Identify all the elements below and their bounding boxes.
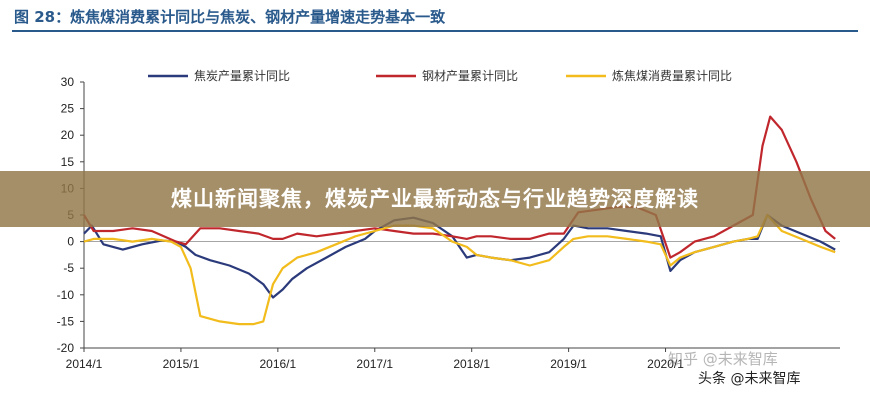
- x-tick-label: 2019/1: [550, 357, 587, 371]
- title-rule: [12, 30, 858, 32]
- headline-banner: 煤山新闻聚焦，煤炭产业最新动态与行业趋势深度解读: [0, 171, 870, 227]
- y-tick-label: 15: [61, 155, 75, 169]
- x-tick-label: 2014/1: [66, 357, 103, 371]
- y-tick-label: 30: [61, 75, 75, 89]
- chart-legend: 焦炭产量累计同比 钢材产量累计同比 炼焦煤消费量累计同比: [148, 68, 732, 83]
- y-tick-label: -15: [57, 314, 75, 328]
- series-line-3: [83, 213, 836, 326]
- banner-text: 煤山新闻聚焦，煤炭产业最新动态与行业趋势深度解读: [171, 187, 699, 211]
- x-tick-label: 2020/1: [647, 357, 684, 371]
- y-tick-label: -5: [63, 261, 74, 275]
- figure-title: 图 28：炼焦煤消费累计同比与焦炭、钢材产量增速走势基本一致: [14, 8, 446, 26]
- x-tick-label: 2016/1: [259, 357, 296, 371]
- series-line-1: [83, 213, 836, 299]
- legend-label: 焦炭产量累计同比: [194, 69, 290, 83]
- x-tick-label: 2017/1: [356, 357, 393, 371]
- legend-label: 钢材产量累计同比: [422, 69, 518, 83]
- y-tick-label: 25: [61, 102, 75, 116]
- x-tick-label: 2015/1: [163, 357, 200, 371]
- y-tick-label: 0: [67, 235, 74, 249]
- x-tick-label: 2018/1: [453, 357, 490, 371]
- legend-label: 炼焦煤消费量累计同比: [612, 68, 732, 83]
- y-tick-label: -20: [57, 341, 75, 355]
- watermark-text: 知乎 @未来智库: [668, 350, 778, 368]
- y-tick-label: 20: [61, 128, 75, 142]
- source-credit: 头条 @未来智库: [698, 371, 801, 387]
- y-tick-label: -10: [57, 288, 75, 302]
